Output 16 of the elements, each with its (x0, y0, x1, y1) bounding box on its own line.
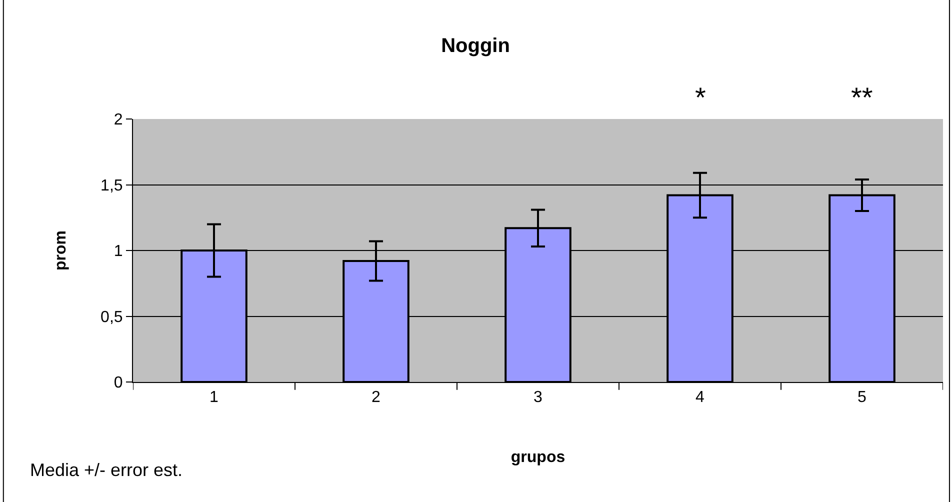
x-tick-label: 4 (696, 389, 705, 406)
y-axis-title: prom (52, 230, 70, 270)
text: * (695, 82, 706, 113)
y-tick-label: 0 (114, 374, 123, 392)
y-tick-label: 1 (114, 243, 123, 260)
y-tick-label: 2 (114, 112, 123, 129)
x-tick-label: 2 (372, 389, 381, 406)
text: Media +/- error est. (30, 460, 183, 480)
x-tick-label: 3 (534, 389, 543, 406)
y-tick-label: 1,5 (100, 177, 123, 194)
x-tick-label: 1 (210, 389, 219, 406)
y-tick-label: 0,5 (100, 308, 123, 326)
text: ** (851, 82, 873, 113)
chart-title: Noggin (441, 35, 510, 58)
x-tick-label: 5 (858, 389, 867, 406)
x-axis-title: grupos (510, 448, 566, 466)
